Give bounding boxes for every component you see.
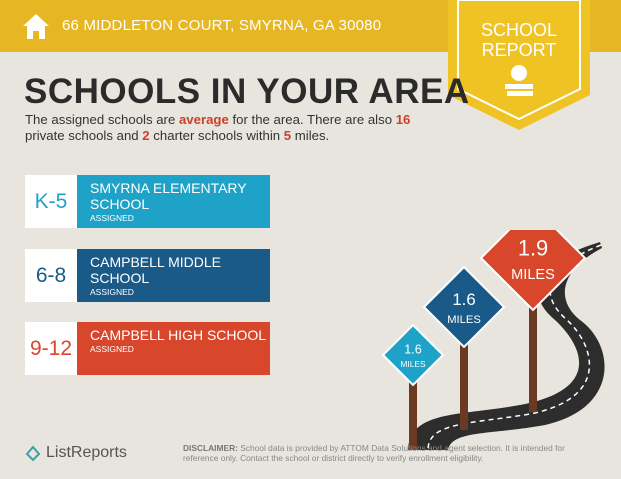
- logo: ListReports: [24, 444, 127, 462]
- badge: SCHOOL REPORT: [448, 0, 590, 130]
- sign: [381, 323, 445, 387]
- school-info: CAMPBELL HIGH SCHOOL ASSIGNED: [77, 322, 270, 375]
- summary-part: charter schools within: [149, 128, 284, 143]
- school-name: SMYRNA ELEMENTARY SCHOOL: [90, 180, 247, 212]
- road-illustration: 1.6 MILES 1.6 MILES 1.9 MILES: [381, 230, 605, 450]
- sign-unit: MILES: [511, 267, 555, 283]
- sign: [422, 265, 506, 349]
- disclaimer: DISCLAIMER: School data is provided by A…: [183, 443, 593, 463]
- home-icon: [23, 14, 49, 39]
- summary-part: miles.: [291, 128, 330, 143]
- school-name: CAMPBELL MIDDLE SCHOOL: [90, 254, 221, 286]
- summary-part: The assigned schools are: [25, 112, 179, 127]
- sign-distance: 1.6: [452, 290, 475, 309]
- summary-part: average: [178, 112, 229, 127]
- badge-line2: REPORT: [482, 40, 557, 60]
- school-name: CAMPBELL HIGH SCHOOL: [90, 327, 267, 343]
- school-row: 9-12 CAMPBELL HIGH SCHOOL ASSIGNED: [25, 322, 270, 375]
- logo-icon: [25, 445, 41, 462]
- sign-distance: 1.9: [518, 235, 548, 260]
- grade: K-5: [25, 175, 77, 228]
- sign-distance: 1.6: [404, 343, 422, 357]
- summary-part: 16: [395, 112, 411, 127]
- school-info: SMYRNA ELEMENTARY SCHOOL ASSIGNED: [77, 175, 270, 228]
- school-status: ASSIGNED: [90, 213, 134, 223]
- sign: [479, 230, 587, 312]
- school-row: 6-8 CAMPBELL MIDDLE SCHOOL ASSIGNED: [25, 249, 270, 302]
- summary-part: private schools and: [25, 128, 143, 143]
- logo-text: ListReports: [46, 444, 127, 461]
- address: 66 MIDDLETON COURT, SMYRNA, GA 30080: [62, 17, 382, 34]
- sign-unit: MILES: [400, 359, 426, 369]
- badge-line1: SCHOOL: [481, 20, 557, 40]
- sign-post: [529, 258, 537, 412]
- school-row: K-5 SMYRNA ELEMENTARY SCHOOL ASSIGNED: [25, 175, 270, 228]
- school-status: ASSIGNED: [90, 344, 134, 354]
- school-info: CAMPBELL MIDDLE SCHOOL ASSIGNED: [77, 249, 270, 302]
- summary-part: for the area. There are also: [228, 112, 396, 127]
- school-status: ASSIGNED: [90, 287, 134, 297]
- sign-unit: MILES: [447, 314, 481, 326]
- disclaimer-text: School data is provided by ATTOM Data So…: [183, 443, 565, 463]
- disclaimer-label: DISCLAIMER:: [183, 443, 238, 453]
- sign-post: [460, 307, 468, 430]
- summary: The assigned schools are average for the…: [25, 112, 445, 144]
- summary-part: 2: [142, 128, 150, 143]
- summary-part: 5: [283, 128, 292, 143]
- title: SCHOOLS IN YOUR AREA: [24, 72, 470, 111]
- grade: 9-12: [25, 322, 77, 375]
- grade: 6-8: [25, 249, 77, 302]
- sign-post: [409, 355, 417, 450]
